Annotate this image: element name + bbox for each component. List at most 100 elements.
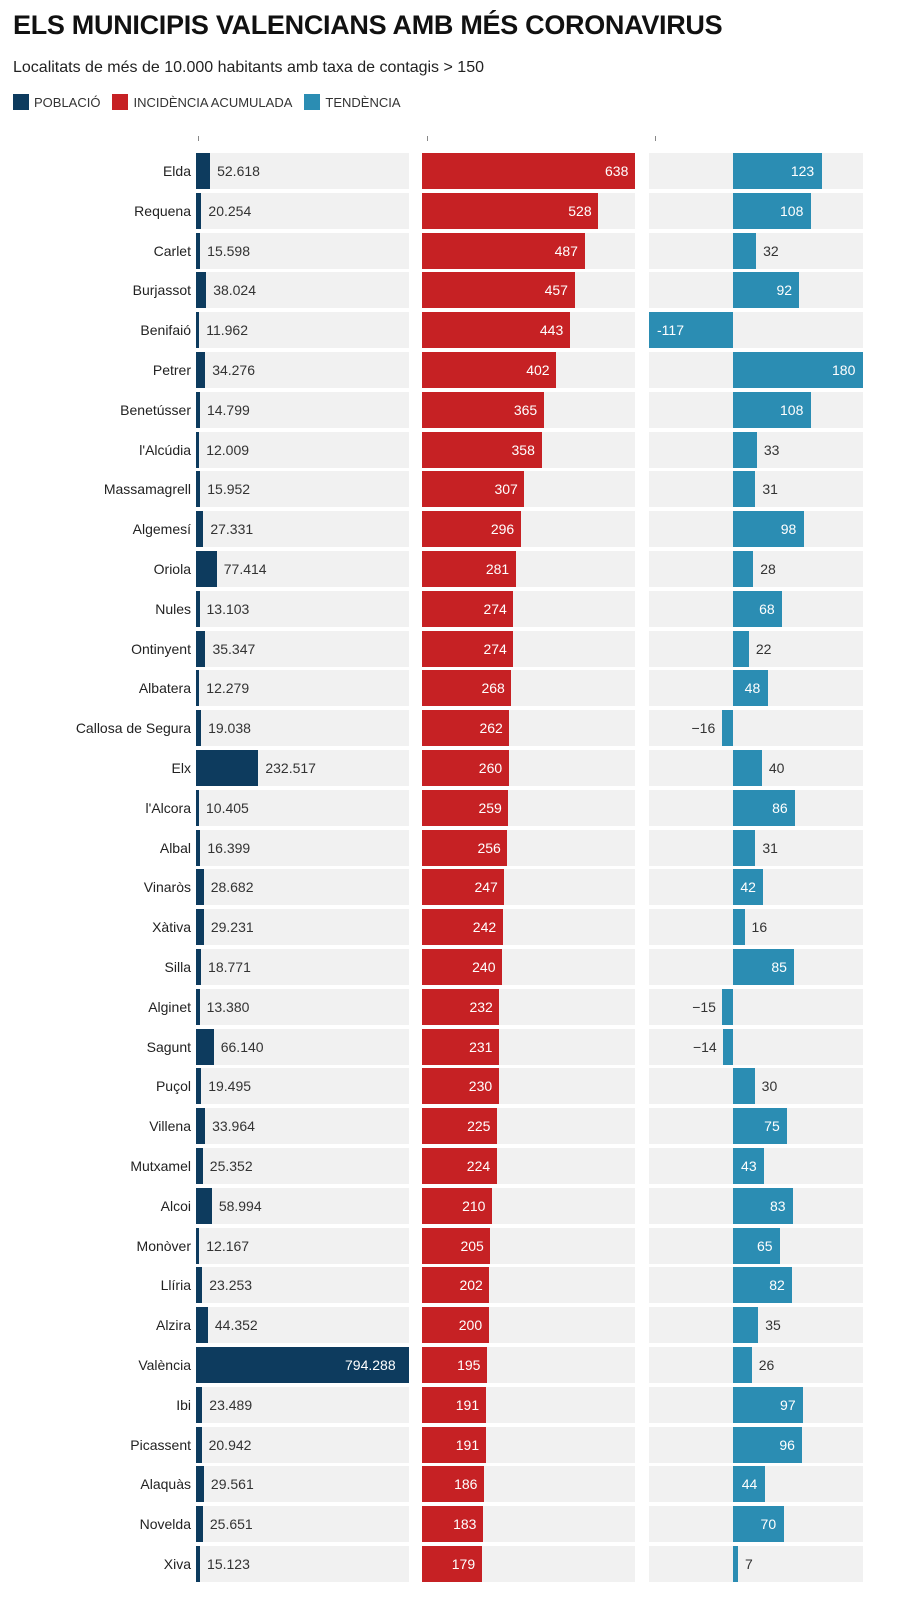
incidencia-value-label: 638	[605, 163, 629, 179]
panel-background-poblacio	[196, 1028, 409, 1065]
tendencia-value-label: 108	[780, 202, 804, 219]
poblacio-bar	[196, 670, 200, 707]
incidencia-bar	[422, 988, 500, 1025]
poblacio-value-label: 38.024	[213, 282, 257, 299]
incidencia-value-label: 186	[454, 1476, 478, 1493]
incidencia-value-label: 402	[526, 362, 550, 378]
poblacio-value-label: 15.123	[207, 1556, 250, 1572]
municipality-label: Alzira	[155, 1317, 191, 1334]
tendencia-value-label: 7	[745, 1556, 753, 1572]
municipality-label: Petrer	[152, 362, 191, 378]
tendencia-bar	[733, 1546, 739, 1582]
poblacio-bar	[196, 1426, 202, 1463]
municipality-label: Novelda	[139, 1516, 191, 1533]
poblacio-value-label: 13.103	[206, 600, 250, 617]
table-row: Albal 16.399 256 31	[0, 829, 900, 866]
tendencia-value-label: 96	[779, 1436, 795, 1453]
panel-background-poblacio	[196, 431, 409, 468]
poblacio-bar	[196, 1386, 203, 1423]
panel-background-poblacio	[196, 789, 409, 826]
tendencia-value-label: 98	[780, 521, 797, 538]
poblacio-value-label: 58.994	[218, 1197, 262, 1214]
municipality-label: Elda	[162, 163, 191, 179]
table-row: l'Alcora 10.405 259 86	[0, 789, 900, 826]
panel-background-tendencia	[649, 988, 863, 1025]
tendencia-bar	[733, 1386, 804, 1423]
tendencia-bar	[733, 869, 764, 906]
incidencia-bar	[422, 710, 510, 747]
municipality-label: Alaquàs	[140, 1476, 191, 1493]
poblacio-value-label: 29.231	[210, 919, 254, 936]
incidencia-bar	[422, 829, 508, 866]
tendencia-value-label: -117	[657, 322, 684, 339]
incidencia-bar	[422, 1546, 482, 1582]
poblacio-bar	[196, 1227, 200, 1264]
incidencia-bar	[422, 1187, 493, 1224]
table-row: Mutxamel 25.352 224 43	[0, 1148, 900, 1184]
poblacio-bar	[196, 272, 207, 309]
table-row: Monòver 12.167 205 65	[0, 1227, 900, 1264]
tendencia-bar	[733, 1347, 752, 1383]
poblacio-bar	[196, 1187, 212, 1224]
table-row: Llíria 23.253 202 82	[0, 1267, 900, 1304]
poblacio-value-label: 12.167	[206, 1237, 250, 1254]
poblacio-value-label: 15.952	[207, 481, 251, 498]
table-row: Villena 33.964 225 75	[0, 1108, 900, 1145]
poblacio-bar	[196, 1148, 203, 1184]
poblacio-bar	[196, 1307, 208, 1344]
legend-item-incidencia: INCIDÈNCIA ACUMULADA	[112, 94, 292, 110]
incidencia-value-label: 200	[458, 1317, 483, 1334]
poblacio-bar	[196, 471, 201, 508]
table-row: Silla 18.771 240 85	[0, 949, 900, 985]
tendencia-value-label: 31	[762, 481, 778, 498]
incidencia-value-label: 191	[455, 1396, 480, 1413]
incidencia-value-label: 358	[511, 441, 535, 458]
tendencia-bar	[721, 710, 733, 747]
incidencia-value-label: 232	[469, 998, 493, 1015]
incidencia-value-label: 365	[513, 401, 538, 418]
panel-background-poblacio	[196, 1506, 409, 1543]
panel-background-poblacio	[196, 1546, 409, 1582]
tendencia-bar	[733, 391, 811, 428]
table-row: Nules 13.103 274 68	[0, 590, 900, 627]
poblacio-bar	[196, 153, 211, 189]
municipality-label: Silla	[164, 959, 191, 975]
poblacio-bar	[196, 869, 204, 906]
incidencia-bar	[422, 391, 544, 428]
incidencia-bar	[422, 352, 557, 388]
table-row: Ontinyent 35.347 274 22	[0, 630, 900, 667]
poblacio-bar	[196, 590, 200, 627]
tendencia-bar	[733, 352, 863, 388]
legend-swatch-poblacio	[13, 94, 29, 110]
table-row: Elda 52.618 638 123	[0, 153, 900, 189]
poblacio-bar	[196, 551, 217, 587]
municipality-label: Ibi	[176, 1396, 191, 1413]
table-row: Carlet 15.598 487 32	[0, 232, 900, 269]
panel-background-tendencia	[649, 829, 863, 866]
legend-swatch-incidencia	[112, 94, 129, 110]
table-row: Callosa de Segura 19.038 262 −16	[0, 710, 900, 747]
incidencia-bar	[422, 1386, 486, 1423]
incidencia-bar	[422, 750, 509, 786]
poblacio-value-label: 34.276	[212, 362, 256, 378]
municipality-label: Monòver	[136, 1237, 191, 1254]
incidencia-value-label: 225	[467, 1118, 491, 1135]
panel-background-poblacio	[196, 1187, 409, 1224]
tendencia-value-label: 42	[740, 879, 756, 896]
municipality-label: Elx	[171, 760, 191, 776]
tendencia-value-label: 35	[765, 1317, 781, 1334]
incidencia-bar	[422, 1267, 490, 1304]
poblacio-bar	[196, 710, 202, 747]
incidencia-value-label: 259	[478, 799, 502, 816]
panel-background-poblacio	[196, 630, 409, 667]
poblacio-value-label: 66.140	[220, 1038, 264, 1055]
poblacio-value-label: 20.942	[208, 1436, 252, 1453]
table-row: Sagunt 66.140 231 −14	[0, 1028, 900, 1065]
tendencia-value-label: 70	[760, 1516, 777, 1533]
poblacio-bar	[196, 511, 204, 548]
tendencia-value-label: 44	[741, 1476, 758, 1493]
panel-background-poblacio	[196, 1267, 409, 1304]
poblacio-value-label: 20.254	[208, 202, 252, 219]
panel-background-poblacio	[196, 869, 409, 906]
poblacio-bar	[196, 1028, 214, 1065]
